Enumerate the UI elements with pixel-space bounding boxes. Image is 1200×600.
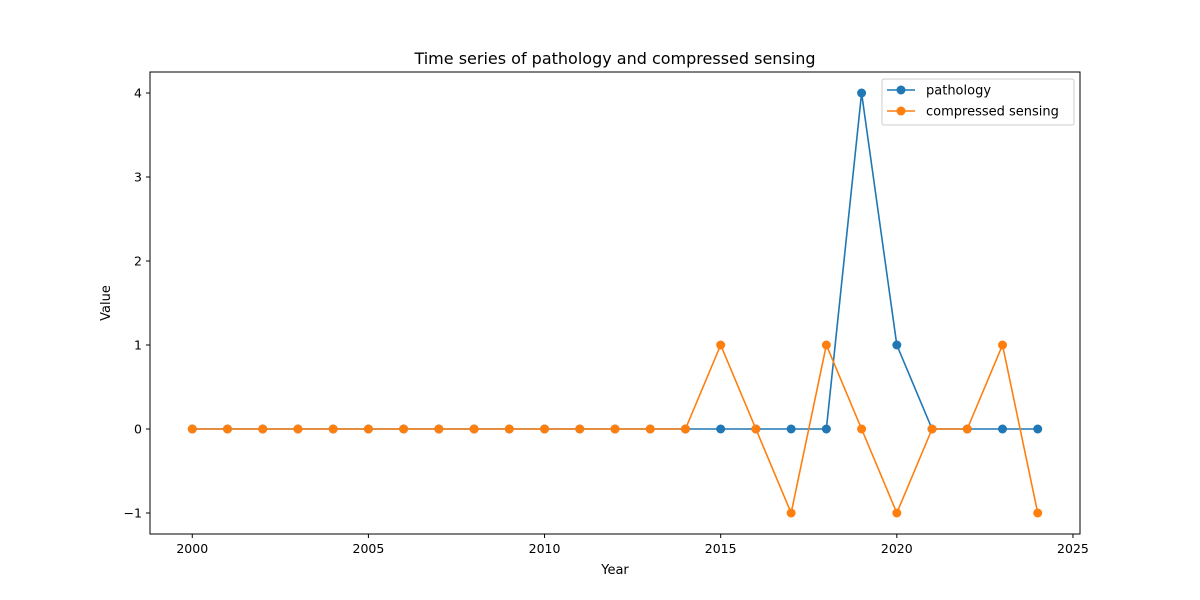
data-point-compressed-sensing bbox=[469, 424, 479, 434]
data-point-pathology bbox=[892, 340, 902, 350]
data-point-compressed-sensing bbox=[962, 424, 972, 434]
legend: pathology compressed sensing bbox=[881, 78, 1075, 126]
data-point-pathology bbox=[998, 424, 1007, 434]
y-axis: −1 0 1 2 3 4 bbox=[124, 86, 150, 521]
data-point-compressed-sensing bbox=[258, 424, 268, 434]
data-point-compressed-sensing bbox=[223, 424, 232, 434]
data-point-compressed-sensing bbox=[293, 424, 303, 434]
y-tick-label: 3 bbox=[134, 170, 142, 185]
data-point-pathology bbox=[786, 424, 796, 434]
data-point-pathology bbox=[857, 88, 867, 98]
data-point-compressed-sensing bbox=[187, 424, 197, 434]
data-point-compressed-sensing bbox=[821, 340, 831, 350]
plot-area bbox=[149, 71, 1081, 535]
data-point-compressed-sensing bbox=[680, 424, 690, 434]
x-tick-label: 2010 bbox=[529, 541, 561, 556]
x-tick-label: 2000 bbox=[176, 541, 208, 556]
x-axis-label: Year bbox=[600, 563, 629, 578]
data-point-compressed-sensing bbox=[504, 424, 514, 434]
legend-label-compressed-sensing: compressed sensing bbox=[926, 105, 1059, 120]
data-point-compressed-sensing bbox=[328, 424, 338, 434]
data-point-compressed-sensing bbox=[363, 424, 373, 434]
y-tick-label: 1 bbox=[134, 338, 142, 353]
data-point-compressed-sensing bbox=[857, 424, 867, 434]
legend-label-pathology: pathology bbox=[926, 84, 991, 99]
y-tick-label: 4 bbox=[134, 86, 142, 101]
legend-entries: pathology compressed sensing bbox=[887, 84, 1059, 120]
chart-title: Time series of pathology and compressed … bbox=[413, 49, 815, 68]
data-point-compressed-sensing bbox=[998, 340, 1007, 350]
data-point-compressed-sensing bbox=[610, 424, 620, 434]
y-tick-label: −1 bbox=[124, 506, 142, 521]
data-point-compressed-sensing bbox=[645, 424, 655, 434]
x-tick-label: 2015 bbox=[705, 541, 737, 556]
data-point-compressed-sensing bbox=[434, 424, 444, 434]
y-axis-label: Value bbox=[99, 285, 114, 321]
data-point-compressed-sensing bbox=[927, 424, 937, 434]
data-point-pathology bbox=[1033, 424, 1043, 434]
data-point-compressed-sensing bbox=[751, 424, 761, 434]
data-point-compressed-sensing bbox=[716, 340, 726, 350]
x-tick-label: 2025 bbox=[1057, 541, 1089, 556]
data-point-compressed-sensing bbox=[399, 424, 409, 434]
legend-box bbox=[881, 78, 1075, 126]
data-point-compressed-sensing bbox=[575, 424, 585, 434]
y-tick-label: 0 bbox=[134, 422, 142, 437]
legend-marker-compressed-sensing bbox=[896, 106, 906, 116]
data-point-compressed-sensing bbox=[892, 508, 902, 518]
data-point-pathology bbox=[716, 424, 726, 434]
plot-frame bbox=[149, 71, 1081, 535]
legend-marker-pathology bbox=[896, 85, 906, 95]
y-tick-label: 2 bbox=[134, 254, 142, 269]
series-compressed-sensing bbox=[187, 340, 1043, 518]
data-point-compressed-sensing bbox=[540, 424, 550, 434]
x-tick-label: 2005 bbox=[353, 541, 385, 556]
data-point-compressed-sensing bbox=[1033, 508, 1043, 518]
data-point-pathology bbox=[821, 424, 831, 434]
series-layer bbox=[187, 88, 1043, 518]
x-tick-label: 2020 bbox=[881, 541, 913, 556]
data-point-compressed-sensing bbox=[786, 508, 796, 518]
x-axis: 2000 2005 2010 2015 2020 2025 bbox=[176, 534, 1089, 556]
